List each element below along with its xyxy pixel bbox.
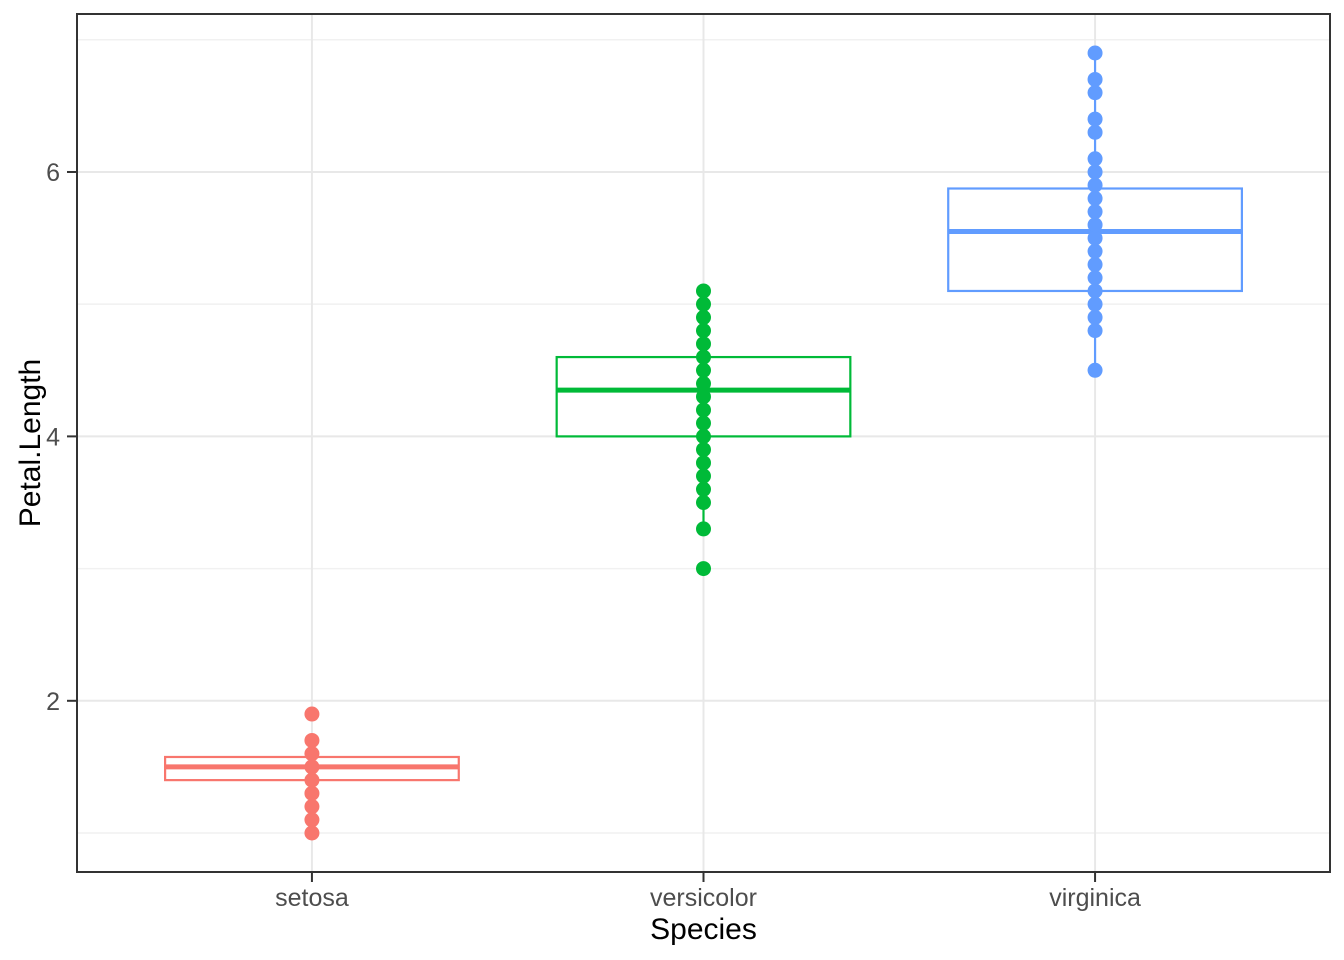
point-virginica-5.2 xyxy=(1087,270,1103,286)
point-versicolor-4.8 xyxy=(696,323,711,339)
y-tick-label: 2 xyxy=(46,688,60,716)
point-versicolor-3 xyxy=(696,561,711,577)
point-virginica-4.9 xyxy=(1087,309,1103,325)
point-versicolor-4.3 xyxy=(696,389,711,405)
point-virginica-5.1 xyxy=(1087,283,1103,299)
point-virginica-6.4 xyxy=(1087,111,1103,127)
x-axis-title: Species xyxy=(650,913,757,946)
x-tick-label-versicolor: versicolor xyxy=(650,884,757,912)
y-tick-label: 4 xyxy=(46,423,60,451)
point-versicolor-5.1 xyxy=(696,283,711,299)
point-versicolor-4.6 xyxy=(696,349,711,365)
point-versicolor-5 xyxy=(696,296,711,312)
y-axis-title: Petal.Length xyxy=(14,358,47,528)
point-virginica-6 xyxy=(1087,164,1103,180)
point-versicolor-3.5 xyxy=(696,494,711,510)
point-versicolor-3.7 xyxy=(696,468,711,484)
point-virginica-5.7 xyxy=(1087,204,1103,220)
point-virginica-5.4 xyxy=(1087,243,1103,259)
point-setosa-1 xyxy=(304,825,320,841)
point-virginica-6.6 xyxy=(1087,85,1103,101)
point-virginica-5.8 xyxy=(1087,190,1103,206)
point-versicolor-4 xyxy=(696,428,711,444)
point-virginica-5.6 xyxy=(1087,217,1103,233)
point-setosa-1.7 xyxy=(304,732,320,748)
point-versicolor-3.6 xyxy=(696,481,711,497)
point-virginica-6.1 xyxy=(1087,151,1103,167)
panel-border xyxy=(76,13,1331,873)
point-setosa-1.4 xyxy=(304,772,320,788)
point-virginica-5.5 xyxy=(1087,230,1103,246)
point-virginica-6.9 xyxy=(1087,45,1103,61)
point-virginica-5 xyxy=(1087,296,1103,312)
point-versicolor-4.9 xyxy=(696,309,711,325)
point-versicolor-4.4 xyxy=(696,376,711,392)
point-virginica-4.5 xyxy=(1087,362,1103,378)
point-setosa-1.5 xyxy=(304,759,320,775)
y-tick-label: 6 xyxy=(46,159,60,187)
point-setosa-1.1 xyxy=(304,812,320,828)
point-virginica-6.3 xyxy=(1087,124,1103,140)
point-setosa-1.2 xyxy=(304,799,320,815)
point-setosa-1.9 xyxy=(304,706,320,722)
point-versicolor-3.8 xyxy=(696,455,711,471)
point-versicolor-3.9 xyxy=(696,442,711,458)
point-virginica-4.8 xyxy=(1087,323,1103,339)
point-setosa-1.6 xyxy=(304,746,320,762)
point-versicolor-4.2 xyxy=(696,402,711,418)
point-versicolor-4.5 xyxy=(696,362,711,378)
point-versicolor-4.7 xyxy=(696,336,711,352)
point-virginica-5.9 xyxy=(1087,177,1103,193)
point-virginica-6.7 xyxy=(1087,71,1103,87)
point-virginica-5.3 xyxy=(1087,257,1103,273)
point-versicolor-3.3 xyxy=(696,521,711,537)
x-tick-label-setosa: setosa xyxy=(275,884,349,912)
point-versicolor-4.1 xyxy=(696,415,711,431)
point-setosa-1.3 xyxy=(304,785,320,801)
x-tick-label-virginica: virginica xyxy=(1049,884,1141,912)
